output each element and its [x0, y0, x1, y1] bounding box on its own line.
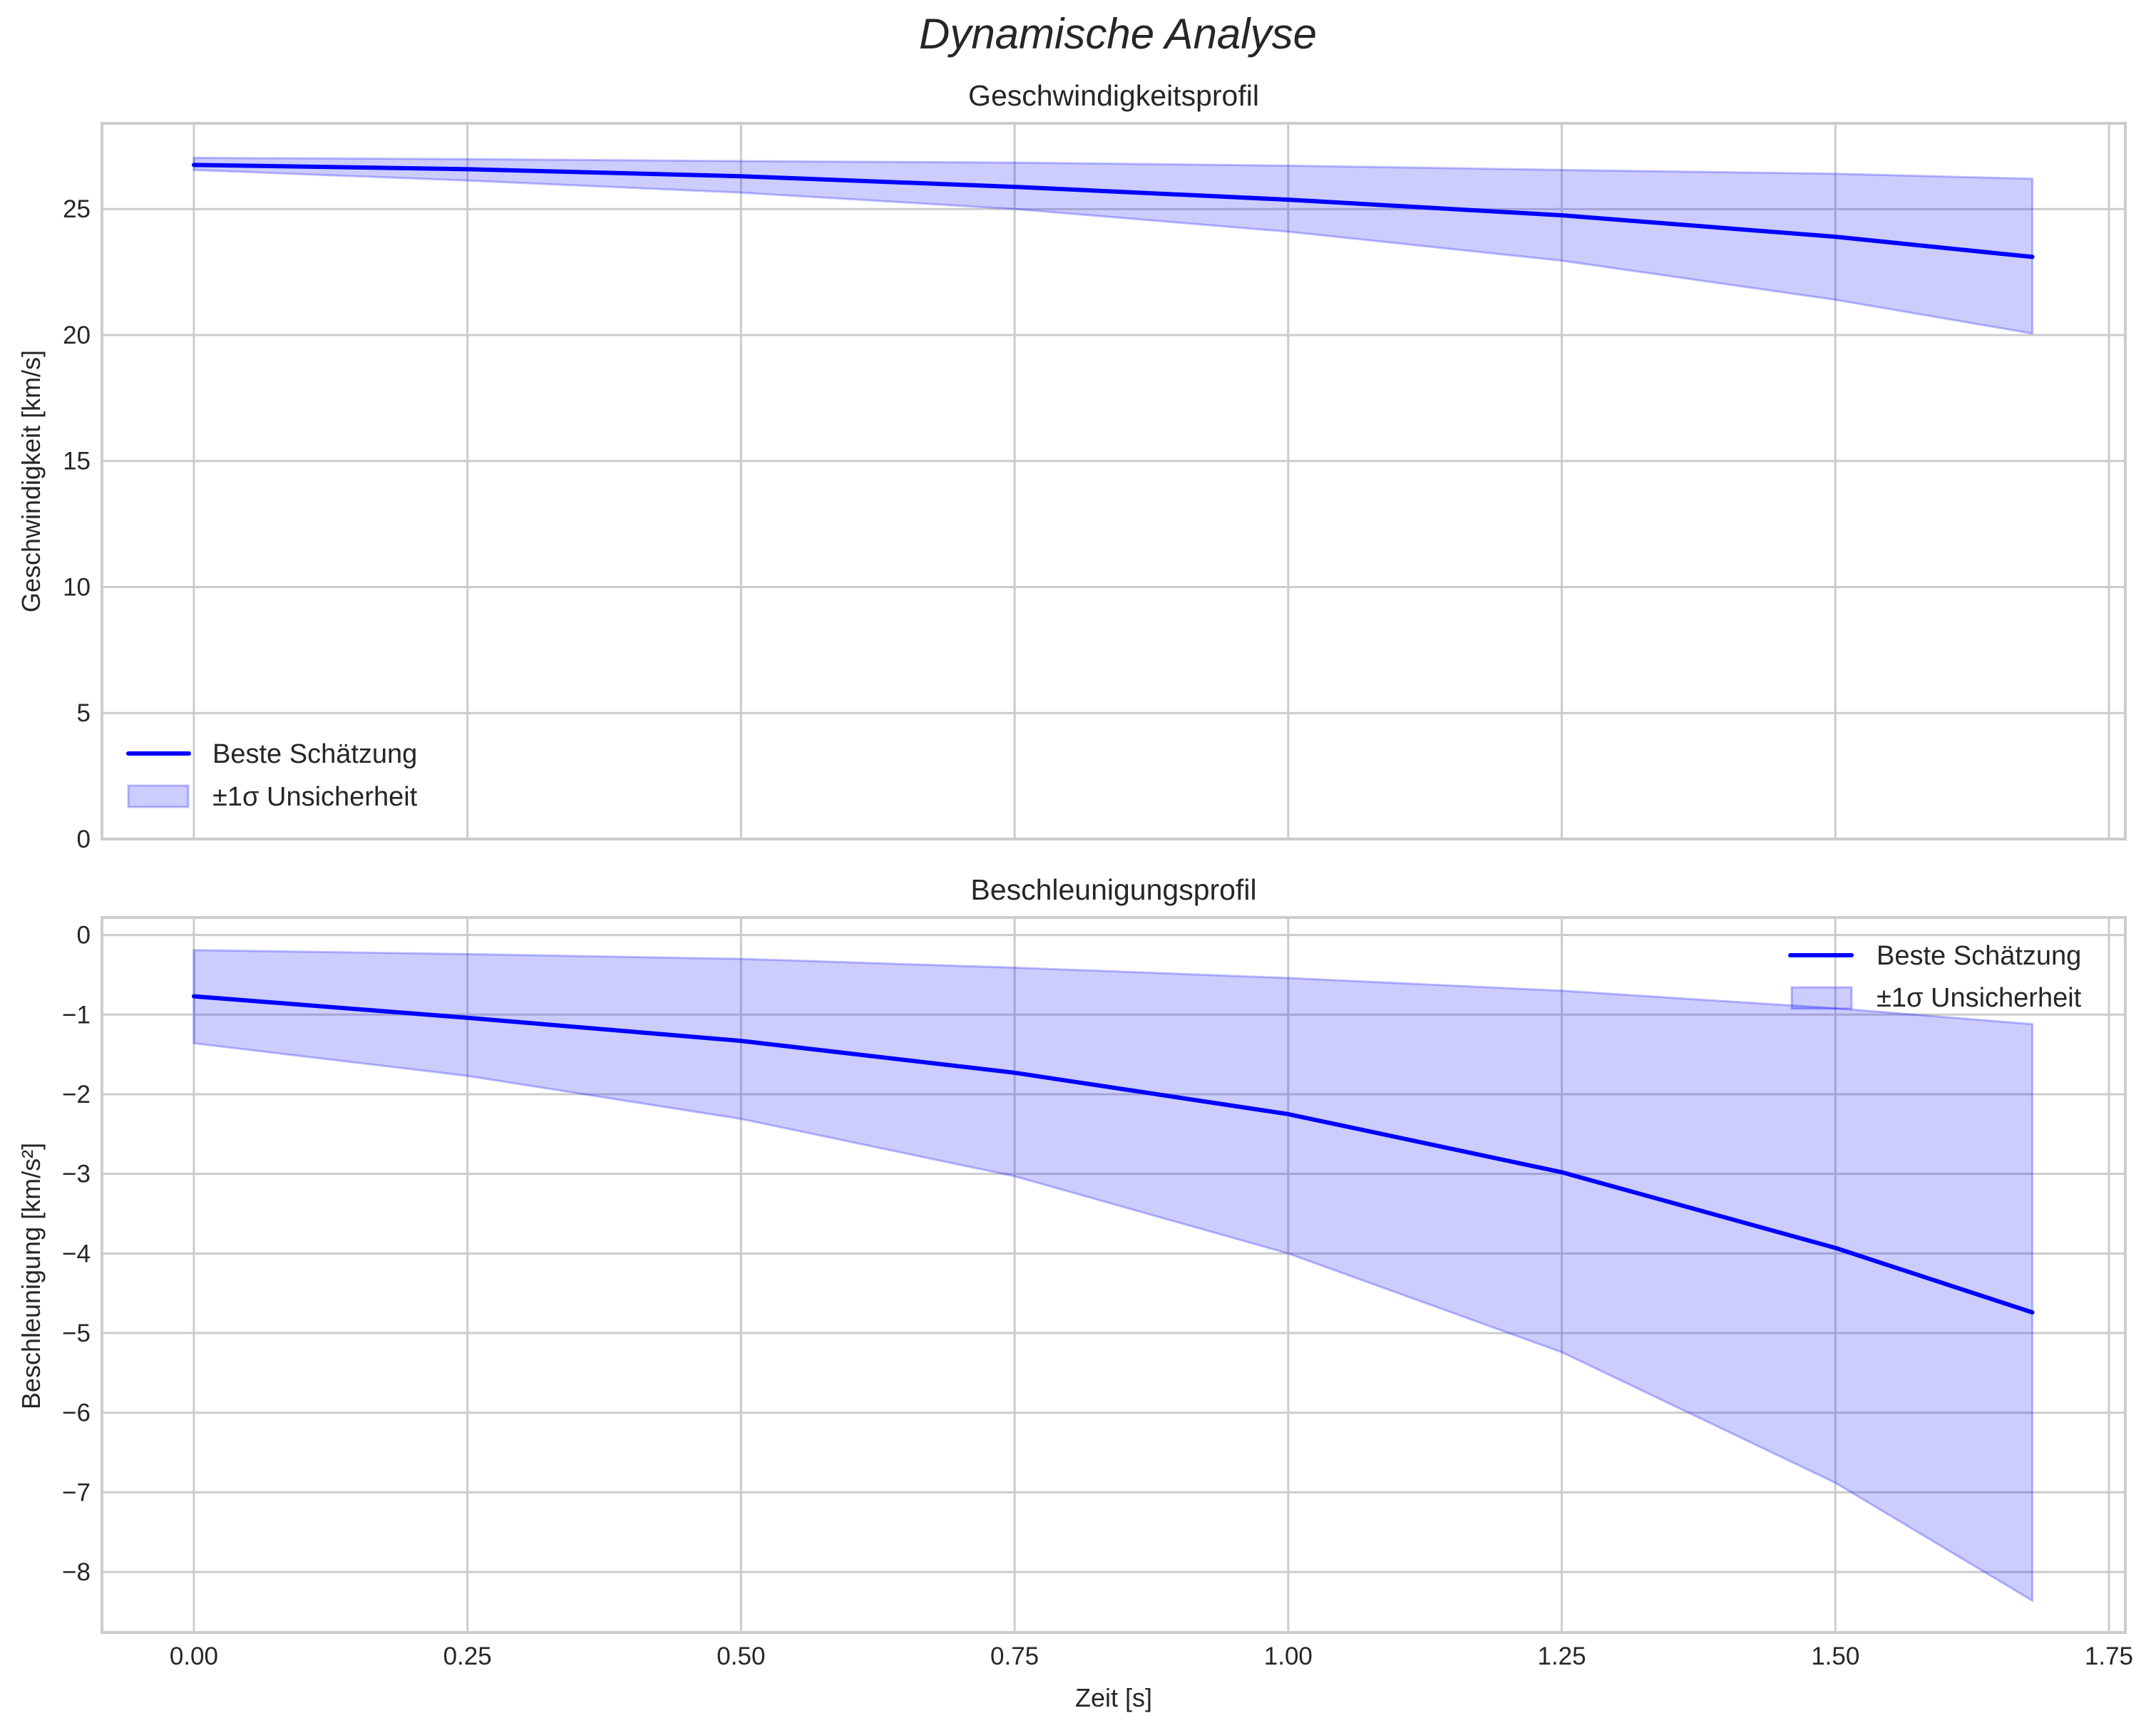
legend-label-best-estimate: Beste Schätzung	[1877, 941, 2081, 971]
legend-label-uncertainty: ±1σ Unsicherheit	[1877, 983, 2082, 1013]
x-tick-label: 1.50	[1811, 1642, 1859, 1670]
y-tick-label: −2	[62, 1081, 91, 1109]
acceleration-chart-title: Beschleunigungsprofil	[970, 873, 1256, 906]
uncertainty-band	[192, 156, 2034, 335]
x-tick-label: 1.75	[2085, 1642, 2133, 1670]
y-tick-label: −6	[62, 1399, 91, 1427]
x-tick-label: 1.25	[1537, 1642, 1586, 1670]
acceleration-chart: Beschleunigungsprofil 0−1−2−3−4−5−6−7−8 …	[16, 873, 2133, 1712]
acceleration-legend: Beste Schätzung ±1σ Unsicherheit	[1788, 941, 2082, 1013]
y-tick-label: 0	[77, 922, 91, 950]
y-tick-label: −4	[62, 1240, 91, 1267]
velocity-chart-title: Geschwindigkeitsprofil	[968, 79, 1259, 112]
legend-band-swatch	[127, 784, 190, 808]
y-tick-label: −1	[62, 1001, 91, 1029]
legend-label-best-estimate: Beste Schätzung	[212, 739, 417, 769]
best-estimate-line	[191, 163, 2035, 259]
velocity-grid	[102, 123, 2125, 840]
x-tick-label: 0.00	[170, 1642, 218, 1670]
acceleration-x-ticks: 0.00 0.25 0.50 0.75 1.00 1.25 1.50 1.75	[170, 1642, 2133, 1670]
velocity-chart: Geschwindigkeitsprofil 0 5 10 15 20 25 Geschw…	[16, 79, 2127, 853]
x-tick-label: 0.50	[717, 1642, 765, 1670]
y-tick-label: 10	[63, 573, 91, 601]
velocity-y-ticks: 0 5 10 15 20 25	[63, 195, 91, 853]
x-tick-label: 0.25	[443, 1642, 492, 1670]
x-axis-label: Zeit [s]	[1075, 1683, 1152, 1712]
uncertainty-band	[192, 949, 2034, 1603]
acceleration-y-ticks: 0 −1 −2 −3 −4 −5 −6 −7 −8	[62, 922, 91, 1587]
y-tick-label: −5	[62, 1320, 91, 1347]
velocity-plot-area	[191, 156, 2035, 335]
y-tick-label: −3	[62, 1161, 91, 1188]
best-estimate-line	[191, 994, 2035, 1315]
velocity-legend: Beste Schätzung ±1σ Unsicherheit	[126, 739, 418, 812]
y-tick-label: 5	[77, 699, 91, 727]
y-tick-label: 20	[63, 322, 91, 349]
acceleration-axes-frame	[101, 916, 2127, 1634]
x-tick-label: 0.75	[990, 1642, 1039, 1670]
y-tick-label: −8	[62, 1558, 91, 1586]
y-tick-label: 15	[63, 448, 91, 475]
y-tick-label: −7	[62, 1478, 91, 1506]
legend-band-swatch	[1790, 986, 1853, 1010]
y-tick-label: 0	[77, 826, 91, 853]
figure-title: Dynamische Analyse	[919, 10, 1317, 58]
acceleration-plot-area	[191, 949, 2035, 1603]
velocity-axes-frame	[101, 122, 2127, 840]
legend-label-uncertainty: ±1σ Unsicherheit	[212, 782, 418, 812]
acceleration-y-axis-label: Beschleunigung [km/s²]	[16, 1143, 46, 1409]
x-tick-label: 1.00	[1264, 1642, 1313, 1670]
velocity-y-axis-label: Geschwindigkeit [km/s]	[16, 350, 46, 612]
y-tick-label: 25	[63, 195, 91, 223]
acceleration-grid	[102, 917, 2125, 1632]
